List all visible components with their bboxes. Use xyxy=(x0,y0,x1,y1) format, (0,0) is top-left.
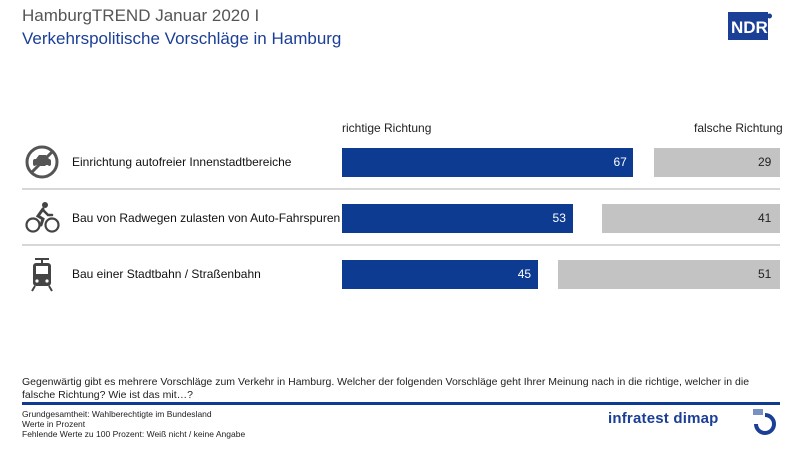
data-label-falsche-richtung: 41 xyxy=(758,211,772,225)
page-title: HamburgTREND Januar 2020 I xyxy=(22,6,260,25)
footer-divider xyxy=(22,402,780,405)
column-header-positive: richtige Richtung xyxy=(342,121,432,135)
svg-text:NDR: NDR xyxy=(731,18,768,37)
data-label-richtige-richtung: 53 xyxy=(552,211,566,225)
bar-falsche-richtung xyxy=(558,260,780,289)
footnote-values: Werte in Prozent xyxy=(22,419,86,429)
bar-richtige-richtung xyxy=(342,148,634,177)
data-label-falsche-richtung: 51 xyxy=(758,267,772,281)
data-label-falsche-richtung: 29 xyxy=(758,155,772,169)
survey-question: Gegenwärtig gibt es mehrere Vorschläge z… xyxy=(22,376,750,401)
bar-falsche-richtung xyxy=(653,148,780,177)
page-subtitle: Verkehrspolitische Vorschläge in Hamburg xyxy=(22,29,342,48)
cyclist-icon xyxy=(25,202,60,233)
data-label-richtige-richtung: 67 xyxy=(613,155,627,169)
category-label: Bau von Radwegen zulasten von Auto-Fahrs… xyxy=(72,211,341,225)
footnote-population: Grundgesamtheit: Wahlberechtigte im Bund… xyxy=(22,409,212,419)
bar-richtige-richtung xyxy=(342,260,538,289)
row-separator xyxy=(22,188,780,190)
category-label: Einrichtung autofreier Innenstadtbereich… xyxy=(72,155,292,169)
ndr-logo: NDR xyxy=(728,12,772,40)
row-separator xyxy=(22,244,780,246)
tram-icon xyxy=(31,258,53,292)
data-label-richtige-richtung: 45 xyxy=(517,267,532,281)
no-car-icon xyxy=(25,145,59,179)
footnote-missing: Fehlende Werte zu 100 Prozent: Weiß nich… xyxy=(22,429,246,439)
bar-richtige-richtung xyxy=(342,204,573,233)
bar-falsche-richtung xyxy=(601,204,780,233)
category-label: Bau einer Stadtbahn / Straßenbahn xyxy=(72,267,261,281)
infratest-logo-mark xyxy=(753,409,776,435)
brand-name: infratest dimap xyxy=(608,410,719,427)
column-header-negative: falsche Richtung xyxy=(694,121,783,135)
